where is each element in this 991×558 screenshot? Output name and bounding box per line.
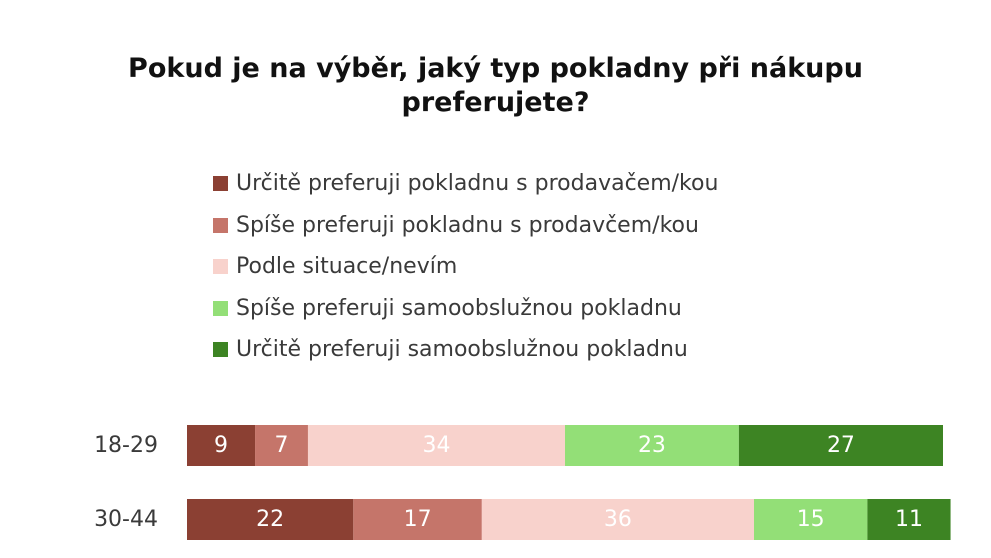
legend-swatch [213,259,228,275]
chart-title: Pokud je na výběr, jaký typ pokladny při… [0,52,991,120]
chart-title-line-2: preferujete? [401,87,590,118]
legend-swatch [213,217,228,233]
bar-segment [187,499,354,540]
legend-label: Určitě preferuji samoobslužnou pokladnu [236,337,688,363]
data-label: 27 [827,433,855,458]
data-label: 23 [638,433,666,458]
data-label: 9 [214,433,228,458]
legend-item-rather-self-checkout: Spíše preferuji samoobslužnou pokladnu [213,288,718,330]
data-label: 36 [604,507,632,532]
category-label: 18-29 [94,433,158,458]
legend-item-definitely-self-checkout: Určitě preferuji samoobslužnou pokladnu [213,329,718,371]
legend-swatch [213,300,228,316]
data-label: 34 [422,433,450,458]
data-label: 7 [275,433,289,458]
chart-legend: Určitě preferuji pokladnu s prodavačem/k… [213,163,718,371]
legend-swatch [213,342,228,358]
legend-label: Určitě preferuji pokladnu s prodavačem/k… [236,171,719,197]
bar-segment [353,499,482,540]
bar-segment [754,499,868,540]
legend-item-definitely-cashier: Určitě preferuji pokladnu s prodavačem/k… [213,163,718,205]
bar-segment [867,499,951,540]
legend-label: Spíše preferuji samoobslužnou pokladnu [236,295,682,321]
bar-segment [255,425,308,466]
data-label: 17 [404,507,432,532]
category-label: 30-44 [94,507,158,532]
bar-segment [565,425,739,466]
data-label: 11 [895,507,923,532]
legend-label: Podle situace/nevím [236,254,458,280]
data-label: 15 [797,507,825,532]
bar-segment [481,499,754,540]
legend-item-depends: Podle situace/nevím [213,246,718,288]
legend-swatch [213,176,228,192]
legend-item-rather-cashier: Spíše preferuji pokladnu s prodavčem/kou [213,205,718,247]
chart-title-line-1: Pokud je na výběr, jaký typ pokladny při… [128,53,863,84]
bar-segment [738,425,943,466]
bar-segment [307,425,565,466]
legend-label: Spíše preferuji pokladnu s prodavčem/kou [236,212,699,238]
bar-segment [187,425,256,466]
data-label: 22 [256,507,284,532]
